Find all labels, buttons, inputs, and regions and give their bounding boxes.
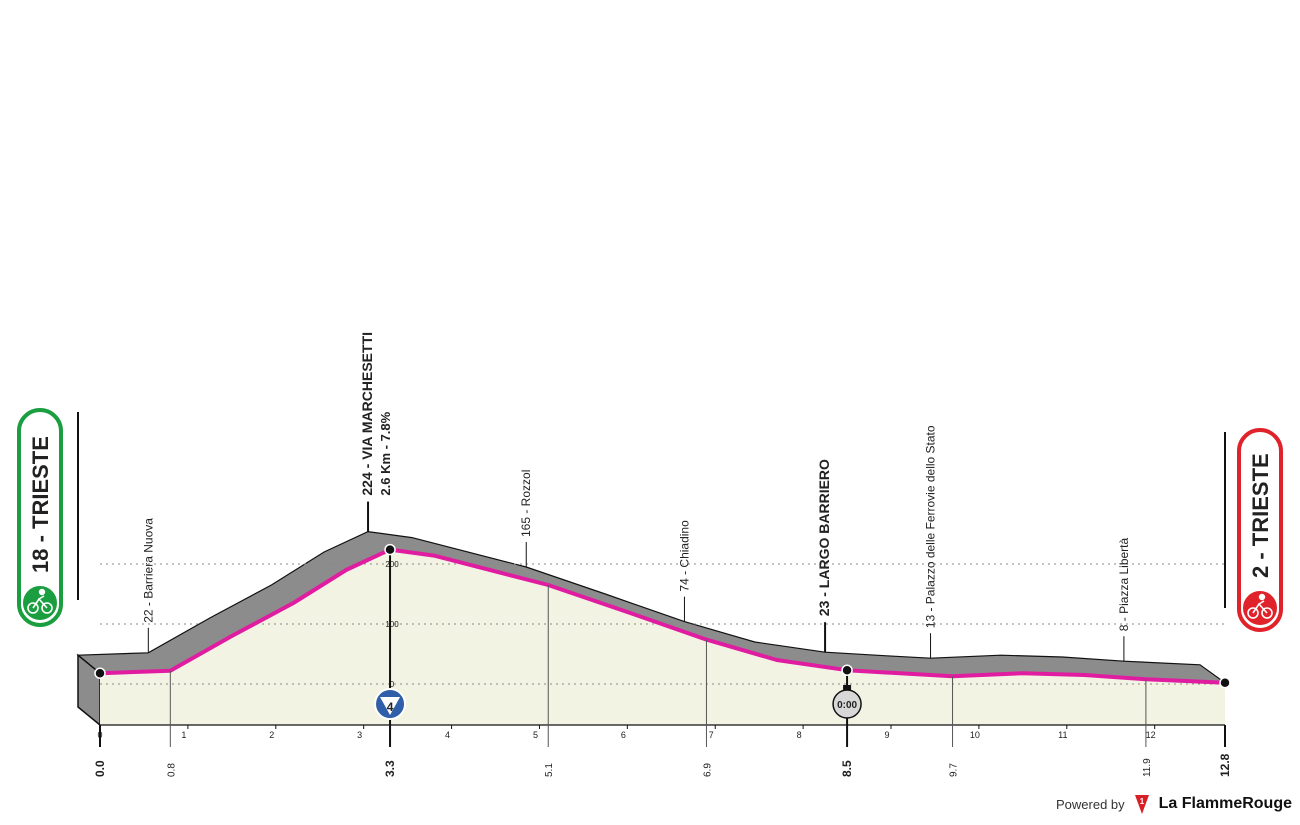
finish-km-label: 12.8 [1218,753,1232,777]
waypoint-label: 8 - Piazza Libertà [1117,537,1131,631]
intermediate-time-label: 0:00 [837,700,857,711]
bike-wheel [27,602,39,614]
finish-pill [1237,428,1283,632]
waypoint-km-label: 3.3 [383,760,397,777]
route-line [99,547,1226,685]
altitude-tick-label: 200 [385,560,399,569]
km-tick-label: 3 [357,730,362,740]
waypoint-km-label: 11.9 [1142,758,1153,777]
waypoint-label: 22 - Barriera Nuova [141,518,155,623]
waypoint-km-label: 8.5 [840,760,854,777]
waypoint-km-label: 6.9 [702,763,713,777]
km-tick-label: 6 [621,730,626,740]
waypoint-label: 13 - Palazzo delle Ferrovie dello Stato [924,425,938,628]
waypoint-label: 165 - Rozzol [519,470,533,537]
waypoint-dot [841,664,853,676]
km-tick-label: 1 [181,730,186,740]
stopwatch-crown-icon [843,685,852,690]
finish-dot [1219,677,1231,689]
profile-area [100,549,1225,725]
start-dot [94,667,106,679]
km-tick-label: 4 [445,730,450,740]
rider-head [1258,593,1266,601]
km-tick-label: 2 [269,730,274,740]
finish-label: 2 - TRIESTE [1248,453,1273,578]
rider-head [38,588,46,596]
bike-wheel [1261,607,1273,619]
km-tick-label: 8 [797,730,802,740]
waypoint-km-label: 9.7 [949,763,960,777]
waypoint-dot [384,543,396,556]
kom-category-label: 4 [387,700,394,714]
kom-triangle-icon [380,697,401,715]
km-tick-label: 12 [1146,730,1156,740]
cyclist-icon [1247,593,1273,619]
cyclist-icon [27,588,53,614]
flame-logo-icon: 1 [1134,795,1149,814]
start-pill [17,408,63,627]
bike-wheel [1247,607,1259,619]
brand-name: La FlammeRouge [1158,795,1292,812]
waypoint-label: 23 - LARGO BARRIERO [816,459,832,616]
start-label: 18 - TRIESTE [28,436,53,573]
km-tick-label: 5 [533,730,538,740]
altitude-tick-label: 100 [385,620,399,629]
km-tick-label: 9 [885,730,890,740]
altitude-tick-label: 0 [390,680,395,689]
bike-frame [32,595,48,609]
start-km-label: 0.0 [93,760,107,777]
waypoint-km-label: 5.1 [544,763,555,777]
climb-stats-label: 2.6 Km - 7.8% [378,411,393,495]
svg-text:1: 1 [1139,797,1144,806]
powered-by-label: Powered by [1055,796,1125,812]
waypoint-label: 224 - VIA MARCHESETTI [359,332,375,496]
waypoint-km-label: 0.8 [166,763,177,777]
waypoint-label: 74 - Chiadino [677,520,691,592]
km-tick-label: 11 [1058,730,1067,740]
km-tick-label: 7 [709,730,714,740]
bike-frame [1252,600,1268,614]
brand-footer: Powered by 1 La FlammeRouge [1056,793,1292,815]
bike-wheel [41,602,53,614]
km-tick-label: 10 [970,730,980,740]
